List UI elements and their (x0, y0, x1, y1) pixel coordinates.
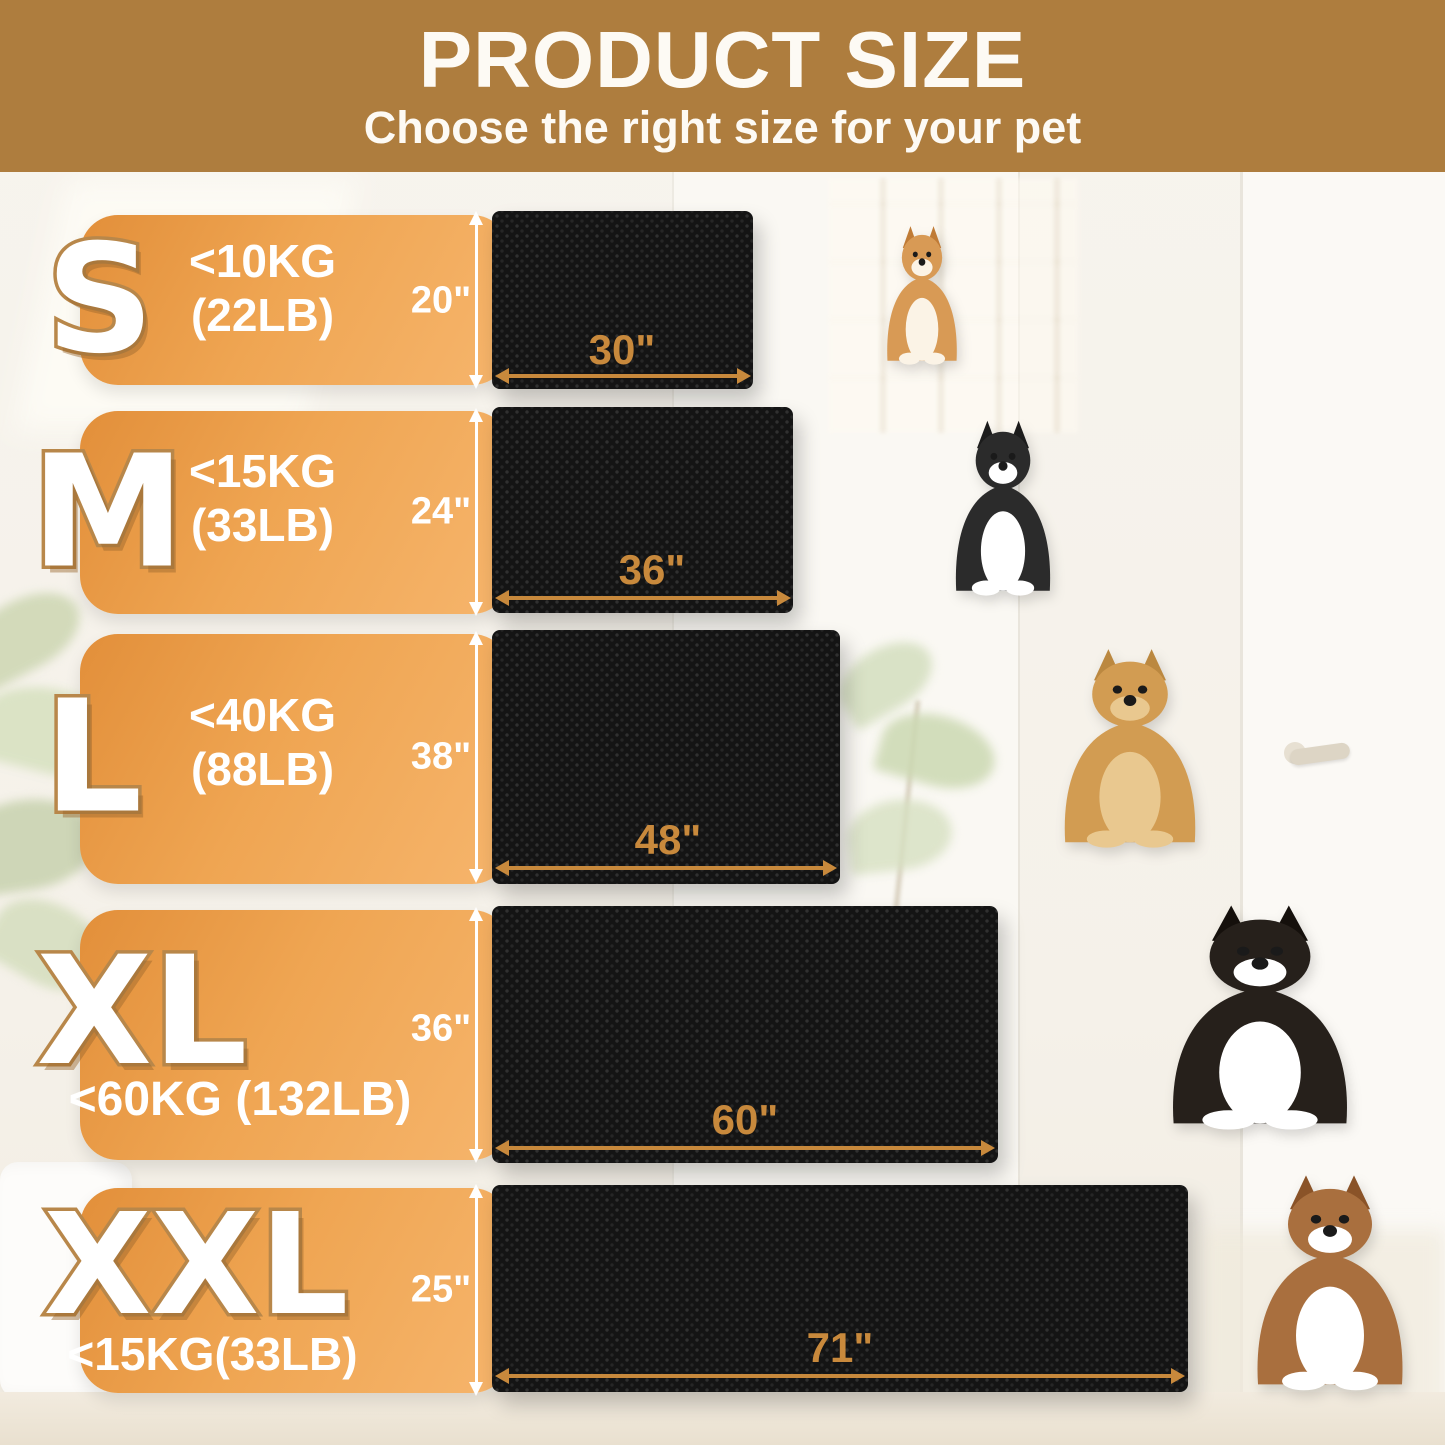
size-letter-m: M (27, 421, 188, 603)
size-bar-s (80, 215, 510, 385)
size-letter-s: S (42, 213, 157, 387)
weight-limit-xxl: <15KG(33LB) (67, 1328, 358, 1380)
size-letter-l: L (40, 666, 146, 848)
mat-xxl (492, 1185, 1188, 1392)
height-arrow-l (469, 631, 483, 883)
weight-limit-s: <10KG (22LB) (188, 235, 337, 342)
weight-limit-xl: <60KG (132LB) (68, 1073, 412, 1126)
width-arrow-xl (495, 1140, 995, 1156)
height-arrow-xl (469, 907, 483, 1163)
size-bar-xl (80, 910, 510, 1160)
height-label-s: 20" (410, 279, 472, 322)
height-arrow-m (469, 408, 483, 616)
page-subtitle: Choose the right size for your pet (363, 102, 1082, 153)
mat-s (492, 211, 753, 389)
width-arrow-m (495, 590, 791, 606)
size-bar-xxl (80, 1188, 510, 1393)
width-arrow-l (495, 860, 837, 876)
size-letter-xl: XL (33, 925, 251, 1099)
width-arrow-xxl (495, 1368, 1185, 1384)
weight-limit-l: <40KG (88LB) (188, 689, 337, 796)
size-bar-l (80, 634, 510, 884)
size-bar-m (80, 411, 510, 614)
height-label-xxl: 25" (410, 1268, 472, 1311)
corgi-photo (874, 224, 970, 376)
mat-xl (492, 906, 998, 1163)
mat-m (492, 407, 793, 613)
bernese-mountain-dog-photo (1140, 902, 1380, 1148)
width-arrow-s (495, 368, 751, 384)
size-letter-xxl: XXL (40, 1184, 352, 1347)
header-band: PRODUCT SIZE Choose the right size for y… (0, 0, 1445, 172)
mat-l (492, 630, 840, 884)
width-label-xxl: 71" (806, 1324, 874, 1371)
saint-bernard-photo (1230, 1172, 1430, 1408)
height-label-l: 38" (410, 735, 472, 778)
height-label-xl: 36" (410, 1007, 472, 1050)
height-label-m: 24" (410, 490, 472, 533)
weight-limit-m: <15KG (33LB) (188, 445, 337, 552)
height-arrow-s (469, 211, 483, 389)
height-arrow-xxl (469, 1184, 483, 1396)
window-pane-light (828, 178, 1078, 433)
width-label-s: 30" (588, 326, 656, 373)
width-label-m: 36" (618, 546, 686, 593)
width-label-l: 48" (634, 816, 702, 863)
page-title: PRODUCT SIZE (418, 15, 1027, 104)
width-label-xl: 60" (711, 1096, 779, 1143)
floor (0, 1392, 1445, 1445)
border-collie-photo (938, 418, 1068, 610)
golden-retriever-photo (1040, 646, 1220, 864)
